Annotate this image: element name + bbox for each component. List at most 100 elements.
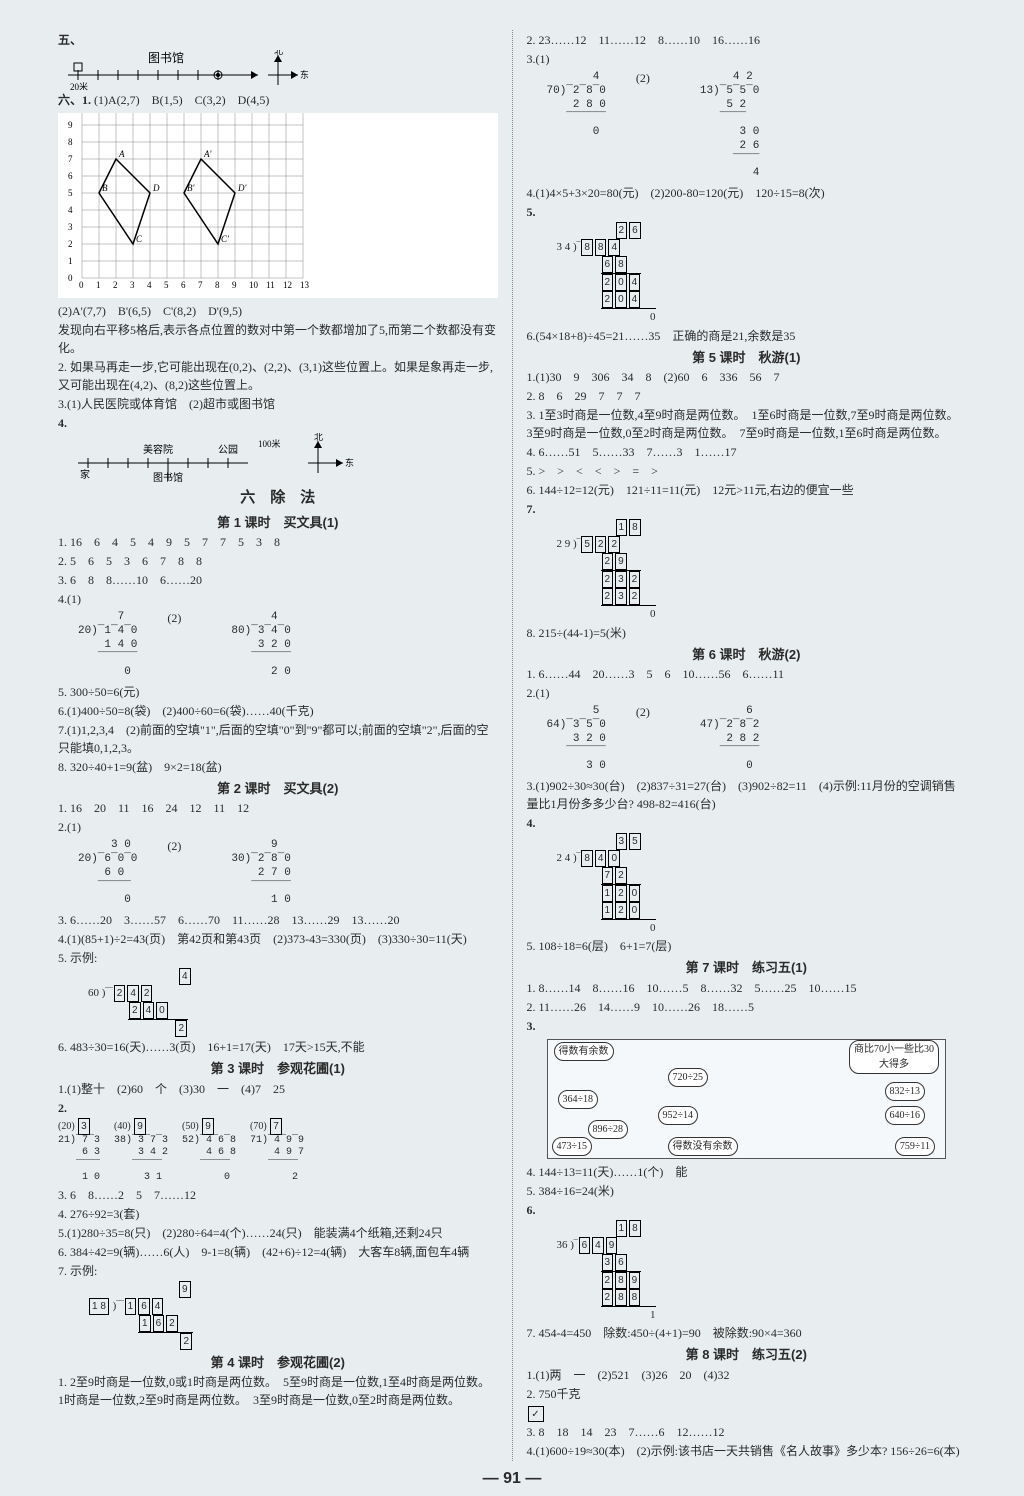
l1-8: 8. 320÷40+1=9(盆) 9×2=18(盆) xyxy=(58,758,498,776)
l1-7: 7.(1)1,2,3,4 (2)前面的空填"1",后面的空填"0"到"9"都可以… xyxy=(58,721,498,757)
svg-text:C: C xyxy=(136,234,143,244)
l3-3: 3. 6 8……2 5 7……12 xyxy=(58,1186,498,1204)
l2-1: 1. 16 20 11 16 24 12 11 12 xyxy=(58,799,498,817)
l7-3-diagram: 得数有余数 商比70小一些比30大得多 720÷25 832÷13 364÷18… xyxy=(547,1039,947,1159)
l2-2-div1: 3 0 20)‾6‾0‾0 6 0 ‾‾‾‾‾ 0 xyxy=(78,839,137,908)
l1-1: 1. 16 6 4 5 4 9 5 7 7 5 3 8 xyxy=(58,533,498,551)
l3-2-row: (20) 321)‾7‾3 6 3 ‾‾‾‾ 1 0(40) 938)‾3‾7‾… xyxy=(58,1118,498,1185)
lesson1-title: 第 1 课时 买文具(1) xyxy=(58,513,498,533)
l2-2-mid: (2) xyxy=(167,839,181,853)
l3-6: 6. 384÷42=9(辆)……6(人) 9-1=8(辆) (42+6)÷12=… xyxy=(58,1243,498,1261)
l6-5: 5. 108÷18=6(层) 6+1=7(层) xyxy=(527,937,967,955)
l7-6-label: 6. xyxy=(527,1201,967,1219)
six1-header: 六、1. xyxy=(58,93,91,107)
l2-5-boxes: 4 60 )‾‾242 240 2 xyxy=(88,968,498,1037)
lesson3-title: 第 3 课时 参观花圃(1) xyxy=(58,1059,498,1079)
r3-label: 3.(1) xyxy=(527,52,550,66)
l7-5: 5. 384÷16=24(米) xyxy=(527,1182,967,1200)
l7-1: 1. 8……14 8……16 10……5 8……32 5……25 10……15 xyxy=(527,979,967,997)
svg-text:3: 3 xyxy=(130,280,135,290)
svg-text:美容院: 美容院 xyxy=(143,443,173,456)
l5-6: 6. 144÷12=12(元) 121÷11=11(元) 12元>11元,右边的… xyxy=(527,481,967,499)
six-1-coords: 六、1. (1)A(2,7) B(1,5) C(3,2) D(4,5) xyxy=(58,91,498,109)
l5-3: 3. 1至3时商是一位数,4至9时商是两位数。 1至6时商是一位数,7至9时商是… xyxy=(527,406,967,442)
svg-text:8: 8 xyxy=(68,137,73,147)
l1-6: 6.(1)400÷50=8(袋) (2)400÷60=6(袋)……40(千克) xyxy=(58,702,498,720)
svg-text:0: 0 xyxy=(79,280,84,290)
l5-5: 5. > > < < > = > xyxy=(527,462,967,480)
six1-note: 发现向右平移5格后,表示各点位置的数对中第一个数都增加了5,而第二个数都没有变化… xyxy=(58,321,498,357)
svg-text:公园: 公园 xyxy=(218,444,238,456)
l2-4: 4.(1)(85+1)÷2=43(页) 第42页和第43页 (2)373-43=… xyxy=(58,930,498,948)
l2-3: 3. 6……20 3……57 6……70 11……28 13……29 13……2… xyxy=(58,911,498,929)
lesson8-title: 第 8 课时 练习五(2) xyxy=(527,1345,967,1365)
svg-text:A': A' xyxy=(203,149,212,159)
l8-2-check: ✓ xyxy=(528,1406,544,1422)
numberline-svg: 图书馆 20米 北 东 xyxy=(58,50,308,90)
lesson6-title: 第 6 课时 秋游(2) xyxy=(527,645,967,665)
lesson2-title: 第 2 课时 买文具(2) xyxy=(58,779,498,799)
svg-text:家: 家 xyxy=(80,468,90,481)
coordinate-grid: 012345678910111213012345678910ABCDA'B'C'… xyxy=(58,113,498,298)
svg-text:4: 4 xyxy=(147,280,152,290)
r3-mid: (2) xyxy=(636,71,650,85)
svg-text:4: 4 xyxy=(68,205,73,215)
svg-text:C': C' xyxy=(221,234,230,244)
r5-boxes: 263 4 )‾884682042040 xyxy=(557,222,967,326)
svg-text:D': D' xyxy=(237,183,247,193)
l4-1: 1. 2至9时商是一位数,0或1时商是两位数。 5至9时商是一位数,1至4时商是… xyxy=(58,1373,498,1409)
l7-2: 2. 11……26 14……9 10……26 18……5 xyxy=(527,998,967,1016)
compass-e: 东 xyxy=(300,69,308,80)
svg-text:5: 5 xyxy=(68,188,73,198)
l5-1: 1.(1)30 9 306 34 8 (2)60 6 336 56 7 xyxy=(527,368,967,386)
svg-text:13: 13 xyxy=(300,280,310,290)
l2-2-div2: 9 30)‾2‾8‾0 2 7 0 ‾‾‾‾‾‾ 1 0 xyxy=(231,839,290,908)
two-column-layout: 五、 图书馆 20米 北 东 xyxy=(50,30,974,1461)
l6-2-label: 2.(1) xyxy=(527,686,550,700)
left-column: 五、 图书馆 20米 北 东 xyxy=(50,30,513,1461)
six3: 3.(1)人民医院或体育馆 (2)超市或图书馆 xyxy=(58,395,498,413)
l6-4-label: 4. xyxy=(527,814,967,832)
l6-2-div1: 5 64)‾3‾5‾0 3 2 0 ‾‾‾‾‾‾ 3 0 xyxy=(547,705,606,774)
svg-text:7: 7 xyxy=(198,280,203,290)
svg-text:0: 0 xyxy=(68,273,73,283)
r3-div1: 4 70)‾2‾8‾0 2 8 0 ‾‾‾‾‾‾ 0 xyxy=(547,71,606,181)
l6-2-mid: (2) xyxy=(636,705,650,719)
lib-label: 图书馆 xyxy=(148,50,184,65)
l3-4: 4. 276÷92=3(套) xyxy=(58,1205,498,1223)
svg-text:B: B xyxy=(102,183,108,193)
svg-text:1: 1 xyxy=(68,256,73,266)
map-home-park: 家 美容院 公园 图书馆 100米 北 东 xyxy=(58,433,498,483)
r3-div2: 4 2 13)‾5‾5‾0 5 2 ‾‾‾‾ 3 0 2 6 ‾‾‾‾ 4 xyxy=(700,71,759,181)
six1-coords-text: (1)A(2,7) B(1,5) C(3,2) D(4,5) xyxy=(94,93,269,107)
l3-7-label: 7. 示例: xyxy=(58,1262,498,1280)
svg-text:11: 11 xyxy=(266,280,275,290)
r6: 6.(54×18+8)÷45=21……35 正确的商是21,余数是35 xyxy=(527,327,967,345)
l1-2: 2. 5 6 5 3 6 7 8 8 xyxy=(58,552,498,570)
svg-text:6: 6 xyxy=(68,171,73,181)
svg-text:7: 7 xyxy=(68,154,73,164)
l3-7-boxes: 9 1 8 )‾‾164 162 2 xyxy=(88,1281,498,1350)
svg-text:2: 2 xyxy=(68,239,73,249)
l1-4-div1: 7 20)‾1‾4‾0 1 4 0 ‾‾‾‾‾‾ 0 xyxy=(78,611,137,680)
svg-text:1: 1 xyxy=(96,280,101,290)
six2: 2. 如果马再走一步,它可能出现在(0,2)、(2,2)、(3,1)这些位置上。… xyxy=(58,358,498,394)
q4-label: 4. xyxy=(58,414,498,432)
l5-7-boxes: 182 9 )‾522292322320 xyxy=(557,519,967,623)
l5-4: 4. 6……51 5……33 7……3 1……17 xyxy=(527,443,967,461)
l5-7-label: 7. xyxy=(527,500,967,518)
r5-label: 5. xyxy=(527,203,967,221)
svg-text:10: 10 xyxy=(249,280,259,290)
numberline-1: 图书馆 20米 北 东 xyxy=(58,50,498,90)
l6-1: 1. 6……44 20……3 5 6 10……56 6……11 xyxy=(527,665,967,683)
l3-1: 1.(1)整十 (2)60 个 (3)30 一 (4)7 25 xyxy=(58,1080,498,1098)
right-column: 2. 23……12 11……12 8……10 16……16 3.(1) 4 70… xyxy=(513,30,975,1461)
l8-3: 3. 8 18 14 23 7……6 12……12 xyxy=(527,1423,967,1441)
svg-text:东: 东 xyxy=(345,457,354,468)
lesson7-title: 第 7 课时 练习五(1) xyxy=(527,958,967,978)
svg-text:D: D xyxy=(152,183,160,193)
l5-2: 2. 8 6 29 7 7 7 xyxy=(527,387,967,405)
svg-text:图书馆: 图书馆 xyxy=(153,471,183,483)
l6-3: 3.(1)902÷30≈30(台) (2)837÷31=27(台) (3)902… xyxy=(527,777,967,813)
l8-2: 2. 750千克 xyxy=(527,1385,967,1403)
